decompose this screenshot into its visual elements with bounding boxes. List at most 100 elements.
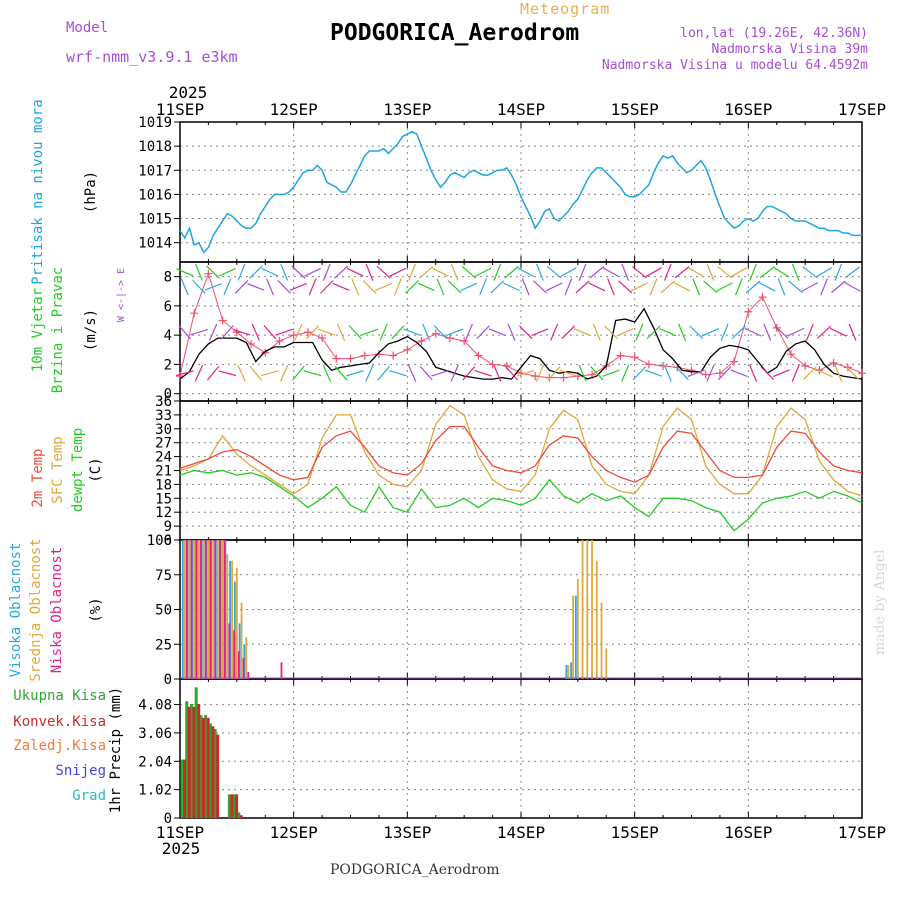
wind-arrow: [536, 263, 544, 281]
cloud-bar: [202, 540, 205, 679]
wind-arrow: [304, 267, 322, 277]
bottom-date-label: 15SEP: [611, 823, 659, 842]
wind-arrow: [759, 282, 776, 292]
cloud-bar: [200, 540, 202, 679]
cloud-bar: [581, 540, 584, 679]
precip-bar: [216, 734, 220, 818]
wind-arrow: [175, 370, 194, 376]
cloud-bar: [576, 578, 579, 679]
pressure-ytick-label: 1019: [138, 115, 172, 131]
wind-arrow: [332, 282, 350, 291]
wind-arrow: [519, 325, 533, 340]
wind-arrow: [446, 328, 464, 337]
wind-arrow: [564, 278, 573, 296]
meteogram-label: Meteogram: [520, 0, 611, 18]
precip-bar: [237, 812, 241, 818]
cloud-bar: [572, 595, 574, 679]
wind-arrow: [206, 265, 221, 279]
wind-arrow: [474, 267, 492, 277]
sfc-temp-line: [179, 404, 863, 497]
model-label: Model: [66, 20, 109, 36]
wind-arrow: [720, 323, 729, 341]
wind-arrow: [706, 263, 715, 281]
wind-arrow: [673, 282, 691, 292]
footer-station: PODGORICA_Aerodrom: [330, 862, 500, 878]
cloud-bar: [229, 560, 231, 679]
precip-bar: [227, 794, 231, 818]
wind-arrow: [631, 282, 648, 292]
wind-arrow: [176, 268, 194, 277]
temperature-ytick-label: 24: [155, 450, 172, 466]
precip-frame: [179, 678, 863, 819]
gust-marker: [332, 354, 341, 363]
top-date-label: 17SEP: [838, 100, 886, 119]
wind-arrow: [575, 280, 590, 294]
cloud-bar: [600, 602, 603, 679]
wind-arrow: [318, 328, 336, 336]
wind-arrow: [716, 282, 733, 292]
cloud-bar: [181, 540, 184, 679]
wind-arrow: [490, 280, 505, 294]
wind-arrow: [234, 279, 249, 294]
wind-arrow: [645, 267, 662, 278]
top-date-label: 14SEP: [497, 100, 545, 119]
wind-arrow: [294, 323, 303, 341]
precip-bar: [208, 723, 212, 818]
wind-ytick-label: 0: [164, 387, 172, 403]
wind-arrow: [362, 280, 377, 294]
precip-ytick-label: 4.08: [138, 698, 172, 714]
wind-arrow: [692, 278, 701, 296]
cloud-bar: [190, 540, 193, 679]
cloud-bar: [188, 540, 191, 679]
wind-arrow: [279, 364, 289, 382]
cloud-ytick-label: 100: [147, 533, 172, 549]
wind-arrow: [848, 323, 857, 341]
wind-arrow: [261, 370, 279, 377]
pressure-ytick-label: 1018: [138, 139, 172, 155]
wind-arrow: [379, 323, 388, 341]
gust-marker: [786, 350, 795, 359]
wind-ytick-label: 4: [164, 328, 172, 344]
cloud-bar: [185, 540, 188, 679]
wind-ytick-label: 8: [164, 270, 172, 286]
cloud-bar: [221, 540, 224, 679]
model-name: wrf-nmm_v3.9.1 e3km: [66, 48, 238, 66]
gust-marker: [445, 334, 454, 343]
wind-arrow: [717, 266, 733, 279]
pressure-ytick-label: 1015: [138, 212, 172, 228]
wind-arrow: [479, 278, 488, 296]
wind-arrow: [618, 280, 633, 294]
cloud-bar: [223, 540, 226, 679]
wind-arrow: [289, 282, 307, 291]
wind-arrow: [517, 369, 535, 377]
wind-arrow: [376, 265, 391, 279]
wind-arrow: [590, 366, 604, 381]
wind-arrow: [251, 323, 260, 341]
precip-bar: [235, 794, 239, 818]
wind-arrow: [734, 278, 743, 296]
wind-arrow: [190, 328, 208, 336]
cloud-bar: [591, 540, 593, 679]
wind-arrow: [791, 263, 800, 281]
cloud-bar: [242, 658, 245, 679]
gust-marker: [204, 269, 213, 278]
wind-arrow: [621, 364, 630, 382]
model-elevation-label: Nadmorska Visina u modelu 64.4592m: [601, 58, 868, 73]
wind-arrow: [829, 327, 847, 337]
wind-arrow: [834, 263, 843, 281]
wind-arrow: [616, 328, 634, 337]
wind-arrow: [320, 280, 334, 294]
wind-arrow: [419, 265, 434, 279]
cloud-bar: [228, 623, 231, 679]
wind-arrow: [209, 323, 218, 341]
cloud-bar: [586, 540, 589, 679]
wind-arrow: [560, 267, 577, 278]
gust-marker: [559, 373, 568, 382]
wind-arrow: [759, 266, 775, 279]
wind-arrow: [763, 323, 772, 341]
wind-arrow: [277, 280, 291, 294]
wind-arrow: [678, 323, 686, 341]
wind-arrow: [280, 263, 289, 281]
precip-bar: [185, 701, 189, 818]
temp-subtitle: SFC Temp: [50, 436, 66, 503]
